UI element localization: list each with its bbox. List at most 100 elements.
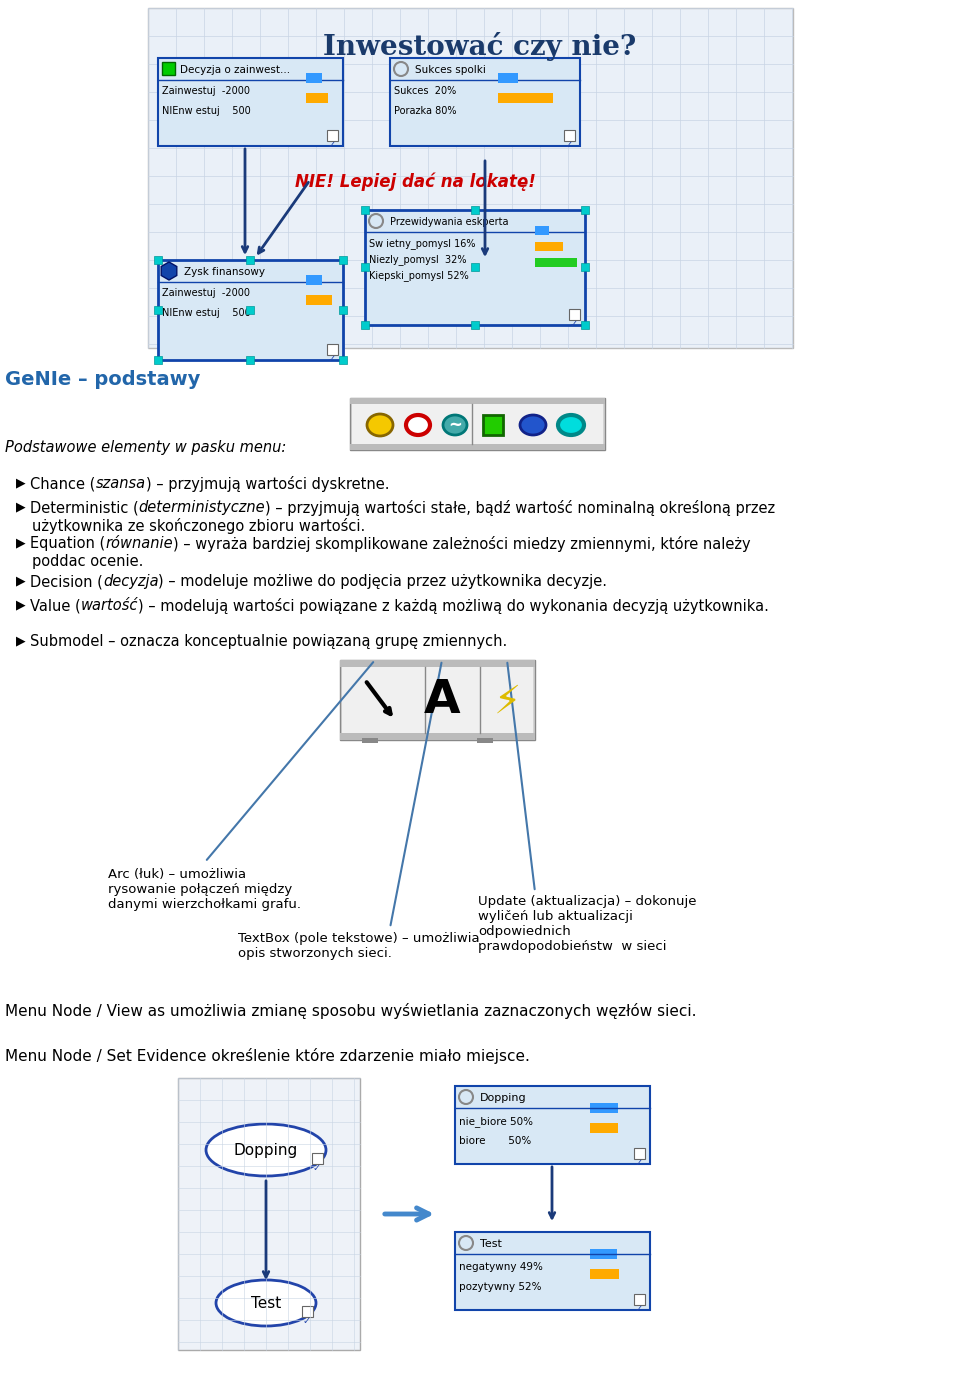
Bar xyxy=(564,130,575,142)
Bar xyxy=(361,205,369,214)
Text: Dopping: Dopping xyxy=(480,1092,527,1103)
Text: Sw ietny_pomysl 16%: Sw ietny_pomysl 16% xyxy=(369,237,475,248)
Text: negatywny 49%: negatywny 49% xyxy=(459,1262,542,1271)
Text: Podstawowe elementy w pasku menu:: Podstawowe elementy w pasku menu: xyxy=(5,440,286,455)
Text: Update (aktualizacja) – dokonuje
wyličeń lub aktualizacji
odpowiednich
prawdopod: Update (aktualizacja) – dokonuje wyličeń… xyxy=(478,895,697,954)
Text: Menu Node / View as umożliwia zmianę sposobu wyświetlania zaznaczonych węzłów si: Menu Node / View as umożliwia zmianę spo… xyxy=(5,1004,697,1019)
Bar xyxy=(581,321,589,329)
Text: Test: Test xyxy=(480,1239,502,1249)
Text: NIE! Lepiej dać na lokatę!: NIE! Lepiej dać na lokatę! xyxy=(295,172,536,190)
Text: Decision (: Decision ( xyxy=(30,575,103,589)
Text: deterministyczne: deterministyczne xyxy=(139,500,265,515)
Bar xyxy=(455,1233,650,1310)
Bar xyxy=(158,58,343,146)
Bar xyxy=(340,661,535,668)
Text: Przewidywania eskperta: Przewidywania eskperta xyxy=(390,217,509,228)
Bar xyxy=(306,93,328,103)
Text: szansa: szansa xyxy=(95,476,146,491)
Bar xyxy=(154,305,162,314)
Ellipse shape xyxy=(520,415,546,434)
Text: równanie: równanie xyxy=(106,536,173,551)
Text: Zainwestuj  -2000: Zainwestuj -2000 xyxy=(162,86,250,96)
Bar xyxy=(361,262,369,271)
Bar xyxy=(471,205,479,214)
Text: Chance (: Chance ( xyxy=(30,476,95,491)
Text: ) – przyjmują wartości dyskretne.: ) – przyjmują wartości dyskretne. xyxy=(146,476,389,491)
Text: ✓: ✓ xyxy=(328,140,336,150)
Bar xyxy=(350,398,605,450)
Bar xyxy=(246,355,254,364)
Bar xyxy=(339,255,347,264)
Text: ✓: ✓ xyxy=(635,1158,643,1167)
Text: ✓: ✓ xyxy=(303,1316,311,1326)
Text: Equation (: Equation ( xyxy=(30,536,106,551)
Text: ✓: ✓ xyxy=(570,319,578,329)
Bar xyxy=(350,398,605,404)
Bar xyxy=(498,74,518,83)
Text: ✓: ✓ xyxy=(635,1303,643,1314)
Bar xyxy=(498,93,553,103)
Bar xyxy=(246,255,254,264)
Bar xyxy=(162,62,175,75)
Text: Dopping: Dopping xyxy=(234,1142,299,1158)
Bar xyxy=(535,258,577,266)
Bar xyxy=(581,205,589,214)
Text: Zainwestuj  -2000: Zainwestuj -2000 xyxy=(162,287,250,298)
Ellipse shape xyxy=(406,415,430,434)
Text: ✓: ✓ xyxy=(328,354,336,364)
Ellipse shape xyxy=(216,1280,316,1326)
Bar xyxy=(362,738,378,743)
Text: Arc (łuk) – umożliwia
rysowanie połączeń między
danymi wierzchołkami grafu.: Arc (łuk) – umożliwia rysowanie połączeń… xyxy=(108,868,301,911)
Bar xyxy=(535,226,549,235)
Text: ▶: ▶ xyxy=(16,476,26,489)
Bar xyxy=(306,74,322,83)
Bar xyxy=(471,321,479,329)
Bar xyxy=(634,1148,645,1159)
Text: Zysk finansowy: Zysk finansowy xyxy=(184,266,265,278)
Bar xyxy=(340,733,535,740)
Text: GeNIe – podstawy: GeNIe – podstawy xyxy=(5,371,201,389)
Bar xyxy=(158,260,343,359)
Text: Submodel – oznacza konceptualnie powiązaną grupę zmiennych.: Submodel – oznacza konceptualnie powiąza… xyxy=(30,634,507,650)
Text: pozytywny 52%: pozytywny 52% xyxy=(459,1283,541,1292)
Bar xyxy=(246,305,254,314)
Bar xyxy=(477,738,493,743)
Bar xyxy=(471,262,479,271)
Text: ) – modelują wartości powiązane z każdą możliwą do wykonania decyzją użytkownika: ) – modelują wartości powiązane z każdą … xyxy=(138,598,769,613)
Text: ▶: ▶ xyxy=(16,634,26,647)
Text: Decyzja o zainwest...: Decyzja o zainwest... xyxy=(180,65,290,75)
Text: ) – modeluje możliwe do podjęcia przez użytkownika decyzje.: ) – modeluje możliwe do podjęcia przez u… xyxy=(158,575,608,589)
Text: ▶: ▶ xyxy=(16,598,26,611)
Text: Inwestować czy nie?: Inwestować czy nie? xyxy=(324,32,636,61)
Text: Niezly_pomysl  32%: Niezly_pomysl 32% xyxy=(369,254,467,265)
Bar xyxy=(339,355,347,364)
Text: A: A xyxy=(423,677,460,723)
Bar xyxy=(590,1103,617,1113)
Text: ) – przyjmują wartości stałe, bądź wartość nominalną określoną przez: ) – przyjmują wartości stałe, bądź warto… xyxy=(265,500,776,516)
Text: ⚡: ⚡ xyxy=(493,683,520,720)
Bar xyxy=(340,661,535,740)
Bar xyxy=(590,1123,617,1133)
Bar xyxy=(634,1294,645,1305)
Text: ) – wyraża bardziej skomplikowane zależności miedzy zmiennymi, które należy: ) – wyraża bardziej skomplikowane zależn… xyxy=(173,536,751,552)
Text: ✓: ✓ xyxy=(565,140,573,150)
Ellipse shape xyxy=(443,415,467,434)
Text: Value (: Value ( xyxy=(30,598,81,613)
Text: nie_biore 50%: nie_biore 50% xyxy=(459,1116,533,1127)
Bar xyxy=(178,1078,360,1351)
Bar xyxy=(154,355,162,364)
Bar xyxy=(302,1306,313,1317)
Bar xyxy=(569,310,580,321)
Text: ~: ~ xyxy=(448,416,462,434)
Text: biore       50%: biore 50% xyxy=(459,1135,531,1146)
Bar xyxy=(342,668,533,733)
Bar xyxy=(350,444,605,450)
Text: Test: Test xyxy=(251,1295,281,1310)
Bar xyxy=(483,415,503,434)
Bar xyxy=(327,130,338,142)
Bar xyxy=(581,262,589,271)
Ellipse shape xyxy=(558,415,584,434)
Text: ▶: ▶ xyxy=(16,575,26,587)
Bar xyxy=(352,404,603,444)
Text: Porazka 80%: Porazka 80% xyxy=(394,105,457,117)
